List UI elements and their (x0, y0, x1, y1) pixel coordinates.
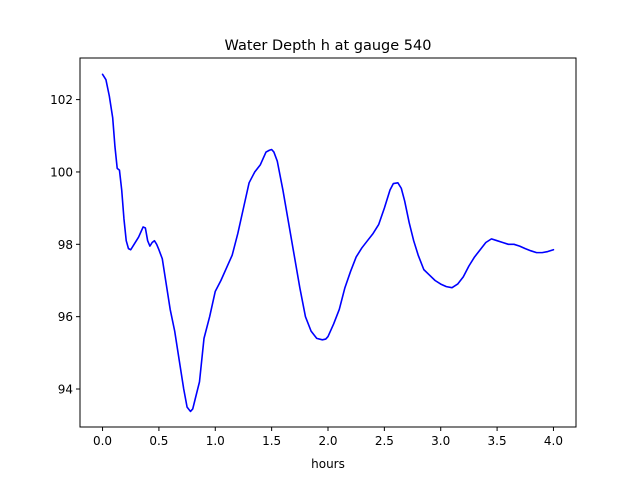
x-tick-label: 1.0 (206, 434, 225, 448)
x-tick-label: 3.0 (431, 434, 450, 448)
y-tick-label: 98 (58, 238, 73, 252)
x-tick-label: 4.0 (544, 434, 563, 448)
x-tick-label: 3.5 (488, 434, 507, 448)
x-tick-label: 2.5 (375, 434, 394, 448)
x-tick-label: 1.5 (262, 434, 281, 448)
x-tick-label: 2.0 (318, 434, 337, 448)
y-tick-label: 100 (50, 165, 73, 179)
y-tick-label: 96 (58, 310, 73, 324)
plot-area: 0.0 0.5 1.0 1.5 2.0 2.5 3.0 3.5 4.0 94 96 98 100 102 (50, 57, 577, 448)
series-line-0 (101, 73, 555, 413)
x-tick-label: 0.0 (93, 434, 112, 448)
chart-title: Water Depth h at gauge 540 (225, 38, 432, 54)
y-tick-label: 94 (58, 383, 73, 397)
x-axis-label: hours (311, 457, 345, 471)
y-tick-label: 102 (50, 93, 73, 107)
x-tick-label: 0.5 (149, 434, 168, 448)
